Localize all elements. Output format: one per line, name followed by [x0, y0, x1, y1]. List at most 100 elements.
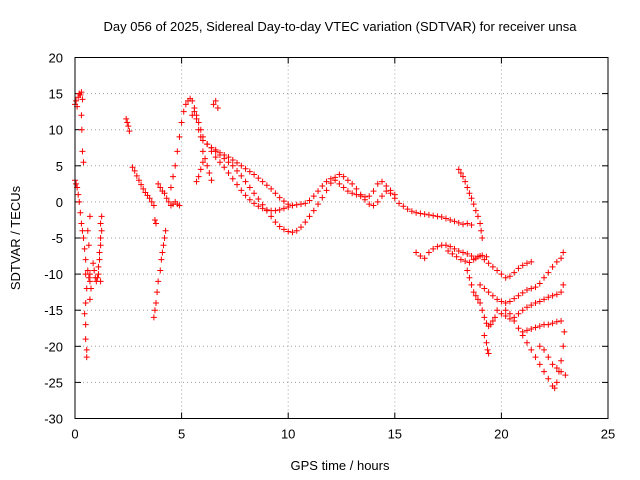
data-point — [280, 205, 287, 212]
data-point — [85, 274, 92, 281]
data-point — [541, 296, 548, 303]
data-point — [195, 173, 202, 180]
series-late-drop-18h — [455, 166, 499, 330]
data-point — [150, 314, 157, 321]
data-point — [489, 292, 496, 299]
data-point — [545, 321, 552, 328]
data-point — [195, 119, 202, 126]
data-point — [129, 164, 136, 171]
data-point — [479, 235, 486, 241]
data-point — [189, 97, 196, 104]
data-point — [98, 227, 105, 234]
data-point — [366, 201, 373, 208]
data-point — [455, 247, 462, 254]
data-point — [91, 267, 98, 274]
data-point — [511, 318, 518, 325]
data-point — [197, 126, 204, 133]
data-point — [178, 119, 185, 126]
data-point — [404, 206, 411, 213]
series-main-lower — [167, 95, 475, 236]
plot-frame — [74, 57, 609, 419]
data-point — [379, 178, 386, 185]
data-point — [451, 245, 458, 252]
data-point — [310, 193, 317, 200]
data-point — [466, 274, 473, 281]
data-point — [212, 146, 219, 153]
data-point — [502, 299, 509, 306]
data-point — [455, 219, 462, 226]
data-point — [449, 250, 456, 257]
data-point — [310, 207, 317, 214]
data-point — [561, 328, 568, 335]
data-point — [545, 294, 552, 301]
data-point — [349, 180, 356, 187]
data-point — [208, 177, 215, 184]
data-point — [528, 302, 535, 309]
data-point — [425, 211, 432, 218]
data-point — [430, 245, 437, 252]
data-point — [541, 368, 548, 375]
data-point — [464, 267, 471, 274]
data-point — [146, 195, 153, 202]
data-point — [477, 220, 484, 227]
data-point — [558, 368, 565, 375]
data-point — [502, 274, 509, 281]
data-point — [242, 178, 249, 185]
data-point — [160, 242, 167, 249]
data-point — [79, 96, 86, 103]
data-point — [73, 180, 80, 187]
data-point — [272, 190, 279, 197]
data-point — [84, 227, 91, 234]
data-point — [251, 200, 258, 207]
data-point — [474, 213, 481, 220]
data-point — [96, 256, 103, 263]
data-point — [150, 202, 157, 209]
data-point — [251, 171, 258, 178]
data-point — [159, 249, 166, 256]
data-point — [523, 327, 530, 334]
data-point — [545, 354, 552, 361]
data-point — [481, 256, 488, 263]
data-point — [246, 196, 253, 203]
y-tick-label: -25 — [44, 375, 63, 390]
data-point — [86, 213, 93, 220]
data-point — [494, 307, 501, 314]
data-point — [396, 200, 403, 207]
data-point — [212, 97, 219, 104]
data-point — [204, 162, 211, 169]
data-point — [199, 133, 206, 140]
data-point — [97, 235, 104, 241]
data-point — [229, 162, 236, 169]
data-point — [425, 249, 432, 256]
data-point — [204, 141, 211, 148]
data-point — [83, 354, 90, 361]
data-point — [523, 260, 530, 267]
data-point — [519, 289, 526, 296]
data-point — [515, 265, 522, 272]
data-point — [545, 269, 552, 276]
data-point — [161, 190, 168, 197]
data-point — [216, 159, 223, 166]
data-point — [506, 273, 513, 280]
data-point — [212, 154, 219, 161]
data-point — [234, 167, 241, 174]
data-point — [182, 101, 189, 108]
data-point — [536, 280, 543, 287]
y-tick-label: -10 — [44, 267, 63, 282]
data-point — [75, 191, 82, 198]
data-point — [225, 170, 232, 177]
data-point — [272, 219, 279, 226]
data-point — [462, 258, 469, 265]
data-point — [344, 188, 351, 195]
data-point — [455, 166, 462, 173]
data-point — [477, 281, 484, 288]
data-point — [176, 202, 183, 209]
data-point — [125, 123, 132, 130]
data-point — [90, 260, 97, 267]
data-point — [126, 128, 133, 135]
data-point — [413, 249, 420, 256]
data-point — [357, 193, 364, 200]
data-point — [79, 227, 86, 234]
data-point — [73, 97, 80, 104]
data-point — [202, 155, 209, 162]
